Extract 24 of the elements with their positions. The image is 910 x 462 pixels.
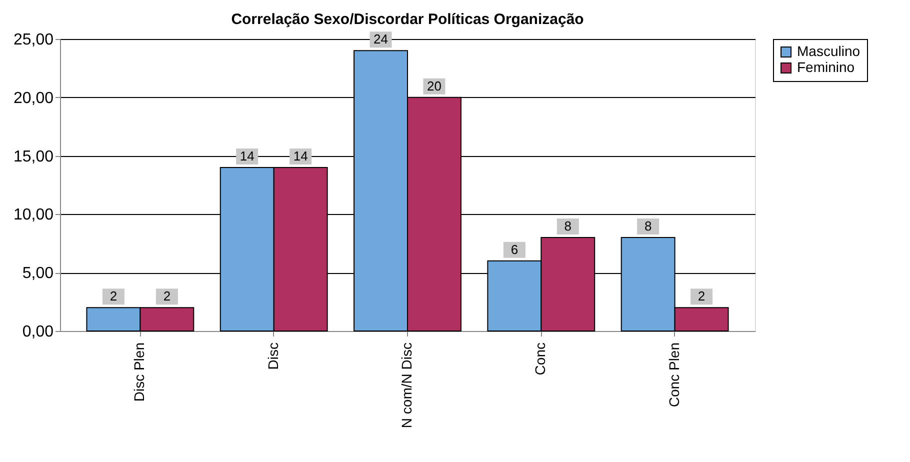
x-tick-label: Disc (264, 342, 281, 370)
y-tick-label: 20,00 (13, 90, 54, 107)
y-tick-label: 0,00 (22, 324, 54, 340)
x-tick-label: Disc Plen (131, 342, 148, 402)
legend-label: Masculino (797, 43, 860, 59)
x-tick-label: Conc Plen (666, 342, 682, 408)
data-label: 14 (293, 148, 308, 164)
x-tick-label: N com/N Disc (398, 342, 414, 428)
y-tick-label: 25,00 (13, 32, 54, 48)
x-tick-label: Conc (532, 342, 548, 376)
y-tick-label: 5,00 (22, 265, 54, 282)
data-label: 2 (163, 288, 171, 304)
chart-title: Correlação Sexo/Discordar Políticas Organização (231, 11, 584, 28)
data-label: 24 (374, 32, 388, 47)
data-label: 2 (110, 288, 118, 304)
data-label: 8 (564, 218, 572, 234)
legend-label: Feminino (797, 59, 855, 75)
data-label: 6 (510, 242, 518, 257)
y-tick-label: 15,00 (13, 148, 54, 166)
data-label: 8 (644, 218, 652, 234)
data-label: 2 (698, 288, 706, 304)
y-tick-label: 10,00 (13, 206, 54, 224)
data-label: 14 (240, 148, 254, 164)
data-label: 20 (426, 78, 442, 94)
